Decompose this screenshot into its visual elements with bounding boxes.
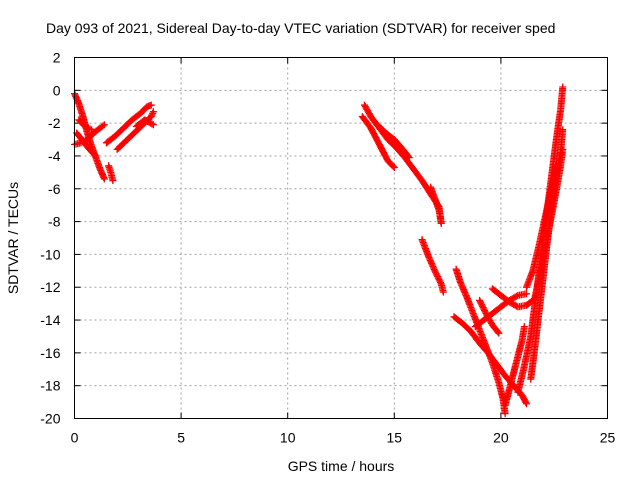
data-marker: [418, 236, 447, 296]
y-tick-label: -18: [40, 378, 60, 394]
data-marker: [531, 145, 567, 301]
x-tick-label: 0: [71, 430, 79, 446]
series-arc-a5: [105, 162, 117, 185]
y-tick-label: -10: [40, 246, 60, 262]
y-axis-label: SDTVAR / TECUs: [5, 182, 21, 294]
y-tick-label: -20: [40, 411, 60, 427]
x-tick-label: 5: [177, 430, 185, 446]
y-tick-label: -12: [40, 279, 60, 295]
data-marker: [427, 183, 445, 227]
x-tick-labels: 0 5 10 15 20 25: [71, 430, 616, 446]
data-marker: [358, 113, 398, 171]
data-marker: [501, 323, 528, 409]
y-tick-label: 0: [53, 82, 61, 98]
data-points: [71, 83, 567, 418]
x-tick-label: 20: [493, 430, 509, 446]
data-marker: [360, 101, 445, 227]
y-tick-label: -14: [40, 312, 60, 328]
y-tick-label: -6: [48, 181, 61, 197]
data-marker: [476, 296, 503, 337]
x-axis-label: GPS time / hours: [288, 458, 395, 474]
series-arc-d4: [531, 145, 567, 301]
series-arc-b2: [358, 113, 398, 171]
y-tick-label: -2: [48, 115, 61, 131]
x-tick-label: 10: [280, 430, 296, 446]
series-arc-b5: [418, 236, 447, 296]
series-arc-a6: [102, 101, 155, 147]
y-tick-label: -8: [48, 214, 61, 230]
y-tick-labels: -20-18-16-14-12-10-8-6-4-202: [40, 50, 60, 427]
series-arc-b3: [373, 121, 413, 162]
series-arc-c5: [488, 285, 539, 311]
series-arc-a3: [73, 129, 100, 160]
data-marker: [488, 285, 539, 311]
data-marker: [102, 101, 155, 147]
series-arc-a4: [75, 116, 96, 134]
data-marker: [75, 116, 96, 134]
data-marker: [522, 162, 560, 291]
x-tick-label: 15: [387, 430, 403, 446]
y-tick-label: -4: [48, 148, 61, 164]
data-marker: [105, 162, 117, 185]
y-tick-label: -16: [40, 345, 60, 361]
data-marker: [132, 116, 157, 130]
plot-frame: [74, 57, 608, 419]
grid-lines: [74, 57, 608, 419]
series-arc-d3: [522, 162, 560, 291]
chart-title: Day 093 of 2021, Sidereal Day-to-day VTE…: [46, 20, 555, 36]
series-arc-c6: [501, 323, 528, 409]
data-marker: [73, 129, 100, 160]
series-arc-b1: [360, 101, 445, 227]
data-marker: [373, 121, 413, 162]
series-arc-a8: [132, 116, 157, 130]
x-tick-label: 25: [600, 430, 616, 446]
y-tick-label: 2: [53, 50, 61, 66]
series-arc-b4: [427, 183, 445, 227]
series-arc-c4: [476, 296, 503, 337]
